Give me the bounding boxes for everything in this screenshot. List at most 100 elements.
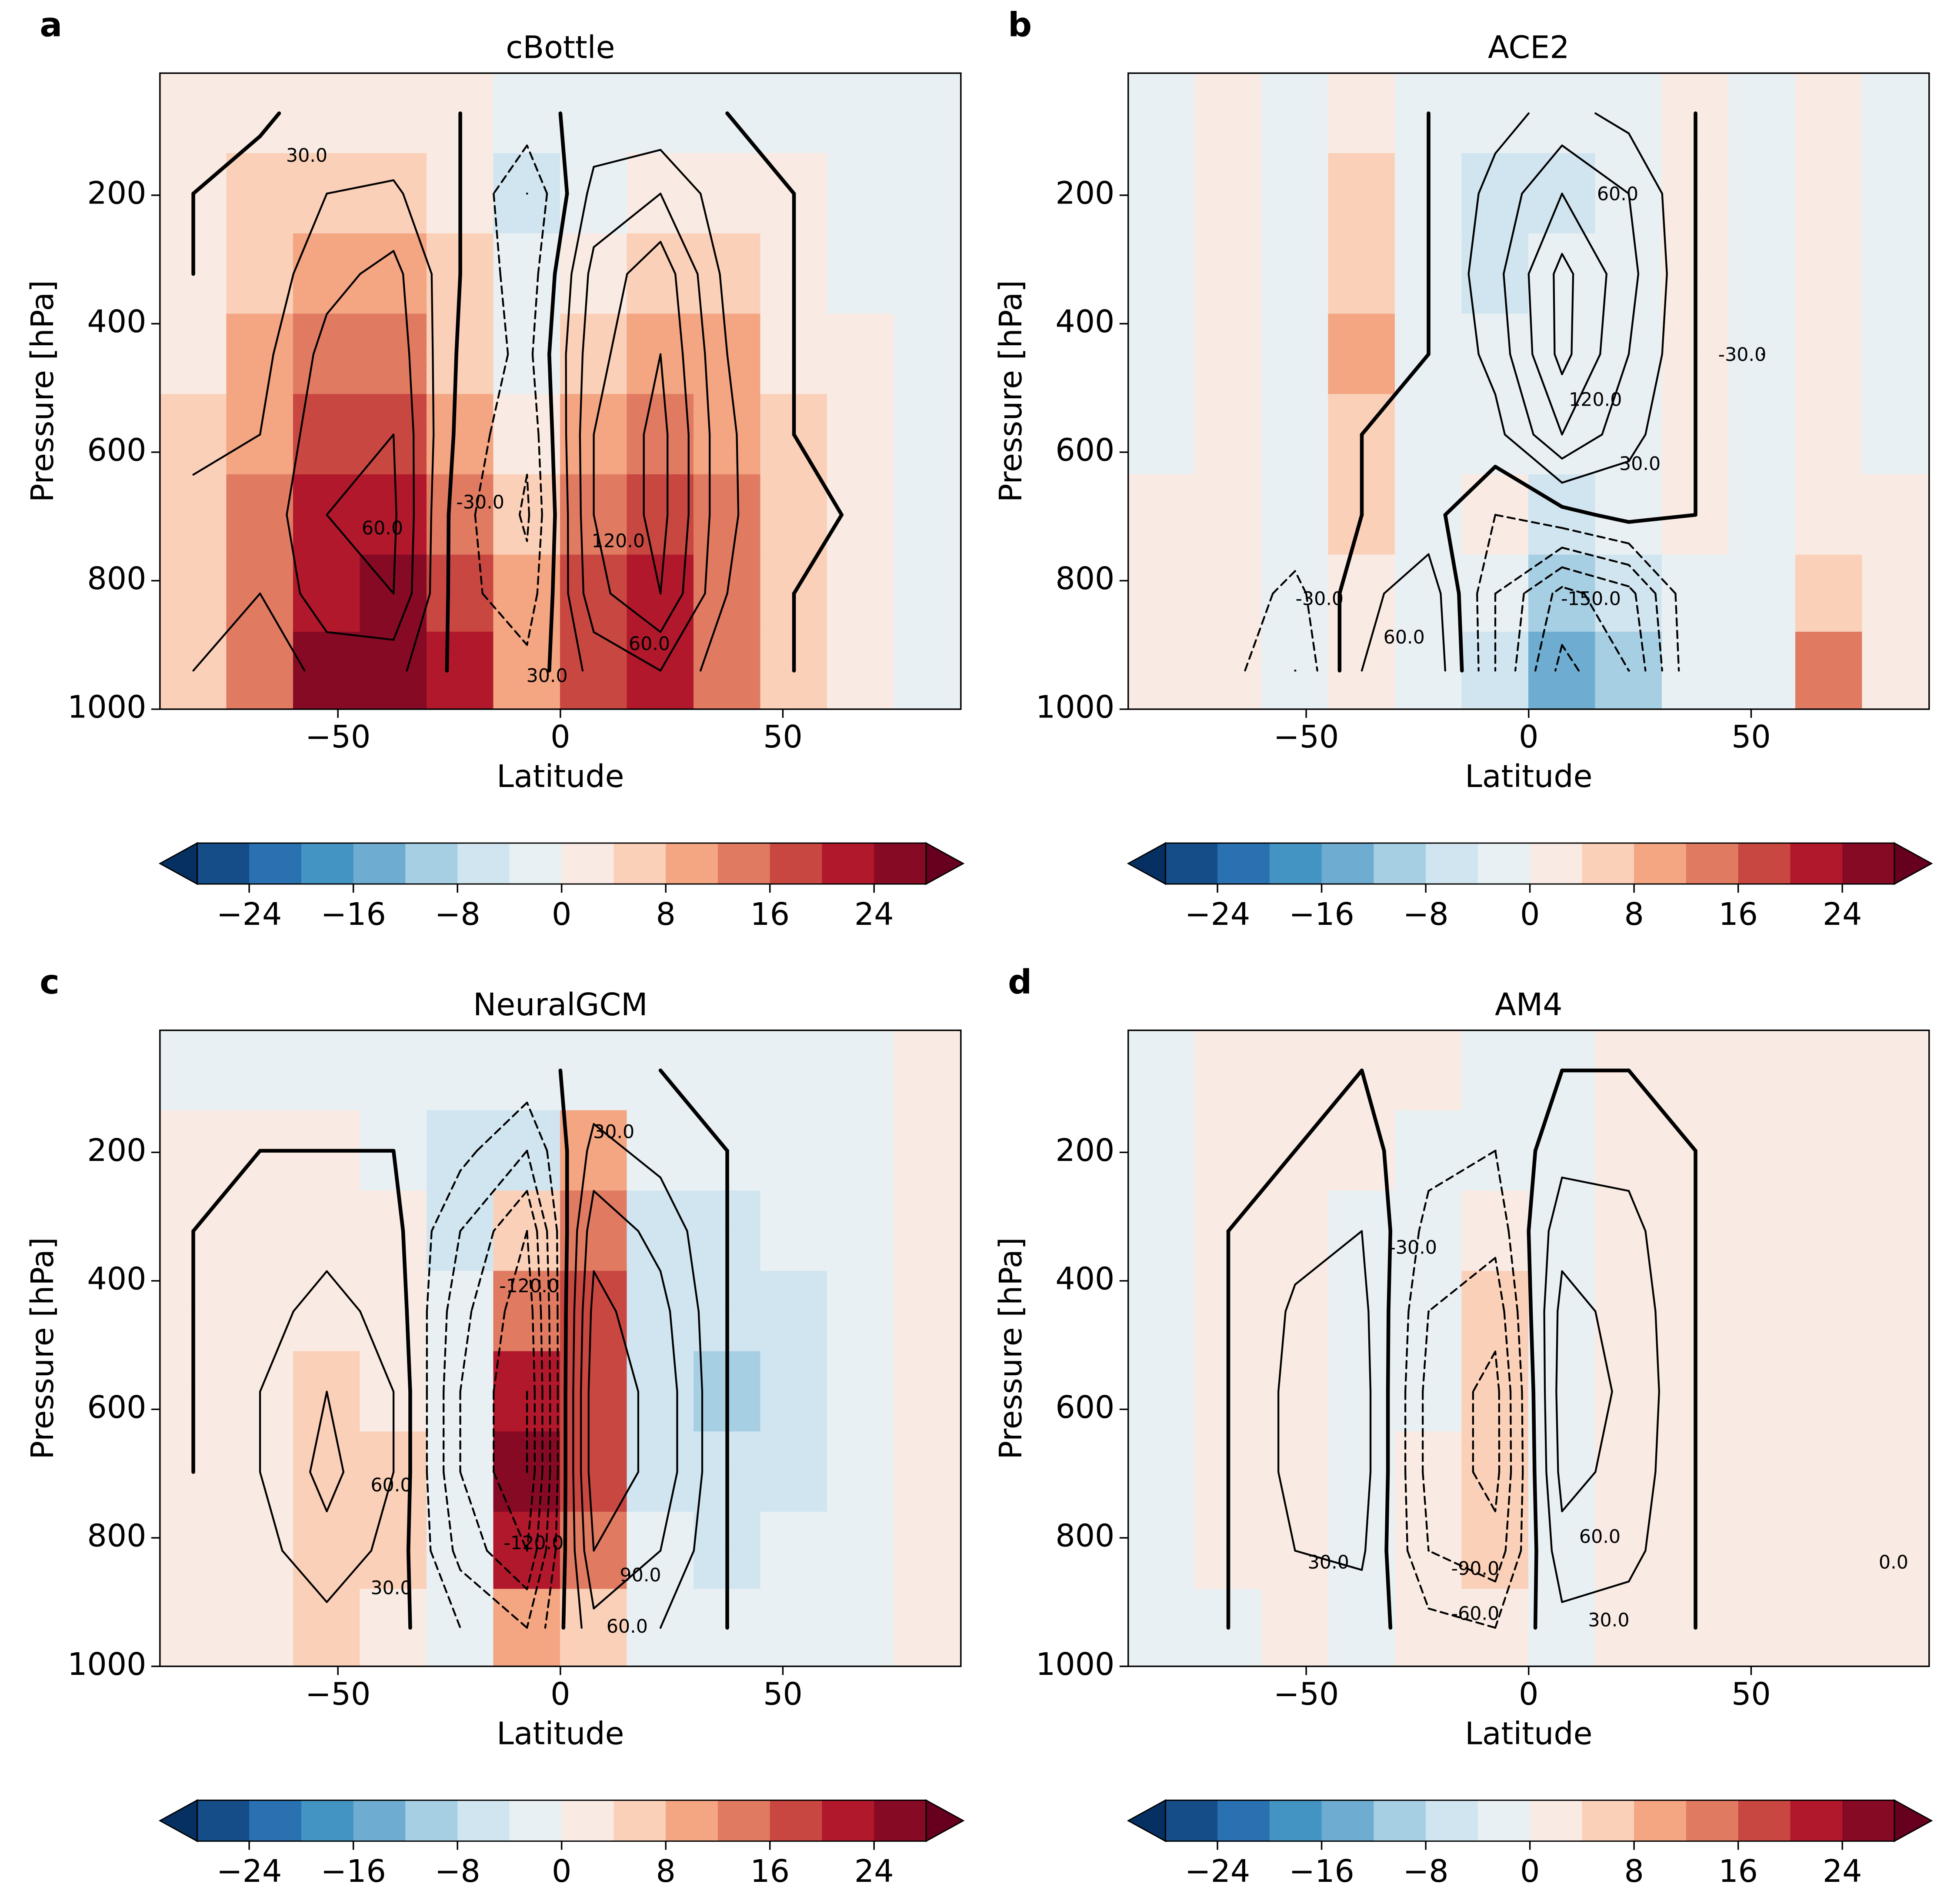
contour-line <box>626 1150 662 1179</box>
field-cell <box>1328 1511 1396 1590</box>
contour-line <box>504 1230 528 1313</box>
contour-line <box>1531 1390 1537 1474</box>
contour-line <box>391 1149 405 1233</box>
colorbar-box <box>666 1800 719 1841</box>
panel-title: ACE2 <box>1488 30 1570 66</box>
colorbar-tick-label: 16 <box>1718 896 1758 932</box>
colorbar-box <box>1634 843 1687 884</box>
contour-line <box>1427 553 1442 595</box>
colorbar-tick-label: 16 <box>750 896 790 932</box>
contour-line <box>1627 542 1677 595</box>
contour-line <box>1599 273 1608 355</box>
field-cell <box>1127 1351 1196 1432</box>
field-cell <box>426 394 494 475</box>
field-cell <box>1862 394 1930 475</box>
field-cell <box>1261 474 1329 556</box>
panel: 30.0 -30.0 60.0 120.0 60.0 30.0 −50 0 50 200 400 60… <box>24 6 965 932</box>
contour-line <box>1383 553 1430 595</box>
contour-line <box>493 1190 528 1232</box>
x-tick-label: 0 <box>550 719 570 755</box>
colorbar-tick-label: −16 <box>1289 896 1354 932</box>
contour-label: 30.0 <box>370 1577 412 1599</box>
field-cell <box>894 1110 961 1191</box>
field-cell <box>426 474 494 556</box>
contour-line <box>430 433 435 516</box>
colorbar-box <box>353 1800 406 1841</box>
contour-line <box>493 1471 528 1552</box>
contour-line <box>1594 1310 1613 1393</box>
contour-line <box>1277 1471 1296 1552</box>
contour-line <box>486 1550 528 1591</box>
contour-line <box>1661 193 1668 275</box>
field-cell <box>760 1431 828 1513</box>
field-cell <box>760 1351 828 1432</box>
contour-line <box>272 273 294 355</box>
contour-line <box>1494 393 1506 436</box>
contour-line <box>674 273 684 355</box>
panel: 30.0 -120.0 60.0 30.0 -120.0 90.0 60.0 −50 0 50 20… <box>24 963 965 1889</box>
contour-line <box>359 1310 395 1393</box>
colorbar-over <box>1894 842 1933 885</box>
field-cell <box>1261 394 1329 475</box>
contour-line <box>792 513 844 596</box>
colorbar-tick-label: −24 <box>1185 1853 1250 1889</box>
field-cell <box>293 233 361 315</box>
contour-label: 0.0 <box>1879 1551 1908 1573</box>
x-axis-label: Latitude <box>1465 758 1592 794</box>
contour-line <box>659 592 706 672</box>
colorbar-tick-label: 24 <box>854 896 894 932</box>
contour-line <box>593 631 662 672</box>
x-tick-label: −50 <box>1274 719 1339 755</box>
y-tick-label: 600 <box>87 1389 146 1425</box>
contour-line <box>535 1471 544 1552</box>
field-cell <box>627 394 694 475</box>
field-cell <box>1795 233 1863 315</box>
contour-line <box>1427 1607 1497 1629</box>
field-cell <box>827 1431 895 1513</box>
colorbar-tick-label: 24 <box>1823 896 1862 932</box>
y-tick-label: 800 <box>1055 560 1114 597</box>
contour-line <box>1627 585 1637 595</box>
colorbar-box <box>1321 1800 1374 1841</box>
field-cell <box>894 153 961 234</box>
contour-label: -120.0 <box>499 1275 559 1297</box>
y-tick-label: 1000 <box>67 689 146 725</box>
contour-line <box>1382 1149 1393 1233</box>
field-cell <box>1194 153 1262 234</box>
field-cell <box>1461 73 1529 154</box>
colorbar-under <box>158 842 198 885</box>
field-cell <box>1795 474 1863 556</box>
contour-line <box>659 514 669 595</box>
colorbar-box <box>1842 843 1895 884</box>
y-tick-label: 200 <box>87 1132 146 1168</box>
y-tick-label: 200 <box>1055 175 1114 211</box>
colorbar-tick-label: −16 <box>320 896 386 932</box>
field-cell <box>1328 1589 1396 1667</box>
field-cell <box>1261 313 1329 395</box>
field-cell <box>827 554 895 633</box>
contour-line <box>445 591 450 673</box>
field-cell <box>760 73 828 154</box>
field-cell <box>1661 554 1730 633</box>
contour-line <box>1561 353 1601 436</box>
contour-line <box>1404 1471 1409 1552</box>
contour-line <box>1561 547 1630 566</box>
contour-line <box>548 1310 551 1393</box>
field-cell <box>894 1511 961 1590</box>
y-tick-label: 400 <box>87 303 146 340</box>
contour-line <box>1494 1150 1510 1232</box>
contour-line <box>489 353 509 436</box>
field-cell <box>1795 1270 1863 1352</box>
field-cell <box>827 1110 895 1191</box>
colorbar-tick-label: −16 <box>1289 1853 1354 1889</box>
contour-line <box>574 1550 583 1629</box>
field-cell <box>426 1030 494 1111</box>
contour-line <box>1494 514 1563 529</box>
field-cell <box>426 1110 494 1191</box>
contour-line <box>1661 273 1668 355</box>
contour-line <box>1244 592 1274 672</box>
contour-label: 120.0 <box>592 530 645 552</box>
field-cell <box>360 313 427 395</box>
field-cell <box>1728 554 1796 633</box>
contour-line <box>1427 1150 1497 1192</box>
